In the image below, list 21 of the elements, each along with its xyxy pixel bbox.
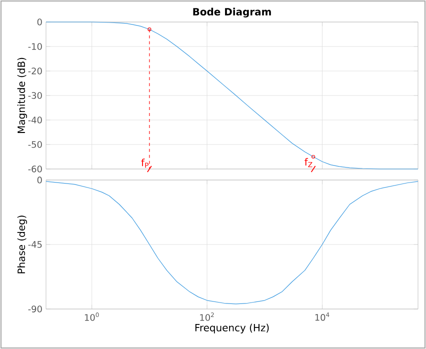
y-tick-label: -10 <box>28 43 42 50</box>
point <box>312 154 316 159</box>
annotation: f$_{P}$ <box>141 158 149 168</box>
x-axis-title: Frequency (Hz) <box>195 324 269 334</box>
y-tick-label: -20 <box>28 68 42 74</box>
y-tick-label: -45 <box>28 241 42 248</box>
x-tick-label: 10$^{0}$ <box>84 312 99 321</box>
y-tick-label: -30 <box>28 92 42 99</box>
x-tick-label: 10$^{4}$ <box>315 312 330 321</box>
chart-title: Bode Diagram <box>193 8 271 18</box>
y-tick-label: -90 <box>28 306 42 312</box>
y-axis-title: Phase (deg) <box>17 216 27 274</box>
y-tick-label: -60 <box>28 166 42 172</box>
y-axis-title: Magnitude (dB) <box>17 58 27 133</box>
y-tick-label: 0 <box>37 176 42 184</box>
x-tick-label: 10$^{2}$ <box>200 312 214 321</box>
y-tick-label: -40 <box>28 116 42 124</box>
y-tick-label: -50 <box>28 141 42 148</box>
y-tick-label: 0 <box>37 18 42 26</box>
annotation: f$_{Z}$ <box>304 158 312 168</box>
point <box>148 28 152 32</box>
